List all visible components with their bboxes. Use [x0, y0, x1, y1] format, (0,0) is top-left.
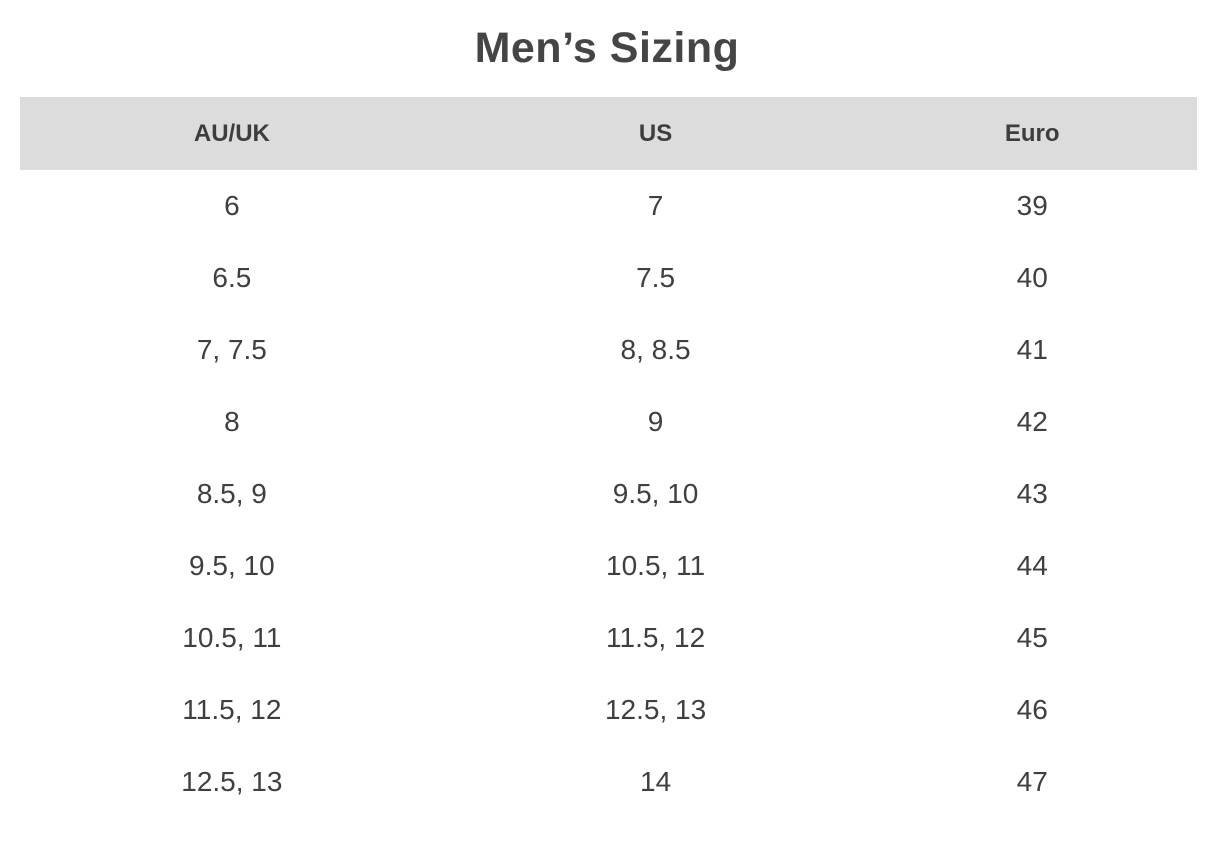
table-cell: 7 [647, 190, 664, 221]
table-cell: 10.5, 11 [606, 550, 706, 581]
table-cell: 6.5 [212, 262, 252, 293]
table-cell: 44 [1016, 550, 1048, 581]
table-cell: 40 [1016, 262, 1048, 293]
table-cell: 9 [647, 406, 664, 437]
table-row: 8.5, 9 9.5, 10 43 [20, 458, 1197, 530]
table-cell: 12.5, 13 [181, 766, 283, 797]
table-cell: 46 [1016, 694, 1048, 725]
table-row: 6 7 39 [20, 170, 1197, 242]
table-cell: 39 [1016, 190, 1048, 221]
table-cell: 8, 8.5 [620, 334, 691, 365]
table-row: 10.5, 11 11.5, 12 45 [20, 602, 1197, 674]
table-cell: 8 [224, 406, 240, 437]
table-cell: 7.5 [636, 262, 676, 293]
page-title: Men’s Sizing [474, 24, 740, 72]
table-cell: 42 [1016, 406, 1048, 437]
table-row: 7, 7.5 8, 8.5 41 [20, 314, 1197, 386]
table-row: 9.5, 10 10.5, 11 44 [20, 530, 1197, 602]
column-header-euro: Euro [867, 97, 1197, 170]
column-header-us: US [443, 97, 868, 170]
table-row: 12.5, 13 14 47 [20, 746, 1197, 818]
table-cell: 10.5, 11 [182, 622, 282, 653]
table-cell: 9.5, 10 [189, 550, 275, 581]
table-cell: 6 [224, 190, 240, 221]
table-row: 8 9 42 [20, 386, 1197, 458]
table-cell: 41 [1016, 334, 1048, 365]
table-cell: 14 [640, 766, 672, 797]
table-cell: 9.5, 10 [612, 478, 699, 509]
table-cell: 11.5, 12 [182, 694, 282, 725]
table-cell: 43 [1016, 478, 1048, 509]
table-row: 11.5, 12 12.5, 13 46 [20, 674, 1197, 746]
table-cell: 8.5, 9 [196, 478, 267, 509]
column-header-au-uk: AU/UK [20, 97, 444, 170]
table-cell: 12.5, 13 [604, 694, 707, 725]
table-wrapper: AU/UK US Euro 6 7 39 6.5 7.5 40 7, 7.5 8, 8.5 41… [0, 97, 1214, 818]
table-body: 6 7 39 6.5 7.5 40 7, 7.5 8, 8.5 41 8 9 42 8.5, 9 9.5,… [20, 170, 1197, 818]
table-cell: 45 [1016, 622, 1048, 653]
table-row: 6.5 7.5 40 [20, 242, 1197, 314]
sizing-table: AU/UK US Euro 6 7 39 6.5 7.5 40 7, 7.5 8, 8.5 41… [20, 97, 1197, 818]
table-cell: 7, 7.5 [196, 334, 267, 365]
table-cell: 11.5, 12 [606, 622, 706, 653]
table-cell: 47 [1016, 766, 1048, 797]
table-header-row: AU/UK US Euro [20, 97, 1197, 170]
